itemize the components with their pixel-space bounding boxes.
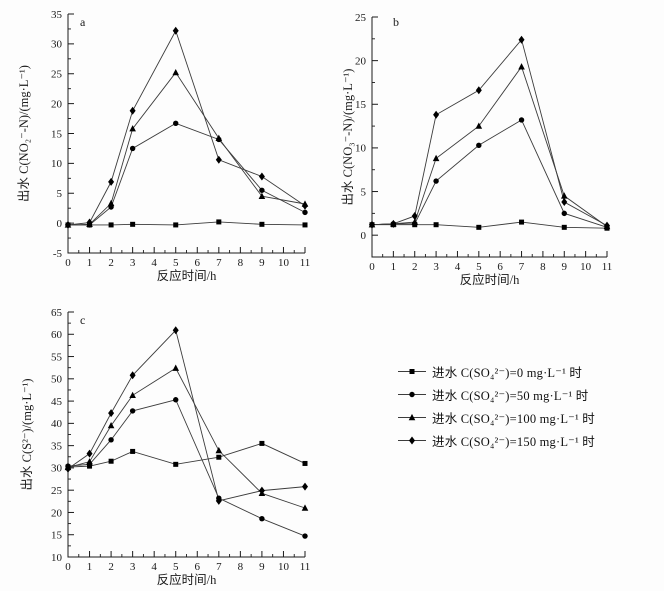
legend-item-100mg: 进水 C(SO₄²⁻)=100 mg·L⁻¹ 时 bbox=[398, 406, 595, 429]
svg-text:40: 40 bbox=[51, 418, 63, 430]
svg-text:8: 8 bbox=[238, 257, 244, 269]
svg-text:4: 4 bbox=[151, 561, 157, 573]
svg-text:反应时间/h: 反应时间/h bbox=[157, 268, 217, 283]
svg-text:0: 0 bbox=[57, 218, 63, 230]
svg-text:55: 55 bbox=[51, 351, 63, 363]
svg-text:45: 45 bbox=[51, 396, 63, 408]
svg-text:10: 10 bbox=[580, 261, 592, 273]
svg-text:10: 10 bbox=[278, 257, 290, 269]
svg-text:9: 9 bbox=[259, 561, 265, 573]
svg-text:4: 4 bbox=[455, 261, 461, 273]
svg-text:出水 C(S²⁻)/(mg·L⁻¹): 出水 C(S²⁻)/(mg·L⁻¹) bbox=[20, 379, 34, 491]
svg-text:30: 30 bbox=[51, 463, 63, 475]
svg-text:20: 20 bbox=[355, 55, 367, 67]
svg-text:15: 15 bbox=[51, 530, 63, 542]
svg-text:c: c bbox=[80, 313, 85, 327]
svg-text:50: 50 bbox=[51, 374, 63, 386]
svg-text:8: 8 bbox=[238, 561, 244, 573]
svg-text:5: 5 bbox=[476, 261, 482, 273]
svg-text:10: 10 bbox=[355, 143, 367, 155]
svg-text:11: 11 bbox=[602, 261, 613, 273]
svg-text:5: 5 bbox=[173, 257, 179, 269]
svg-text:2: 2 bbox=[412, 261, 418, 273]
legend-item-50mg: 进水 C(SO₄²⁻)=50 mg·L⁻¹ 时 bbox=[398, 383, 595, 406]
svg-text:1: 1 bbox=[87, 561, 93, 573]
svg-text:3: 3 bbox=[130, 257, 136, 269]
svg-text:0: 0 bbox=[65, 257, 71, 269]
svg-text:35: 35 bbox=[51, 440, 63, 452]
svg-text:35: 35 bbox=[51, 9, 63, 21]
svg-text:65: 65 bbox=[51, 307, 63, 319]
svg-text:2: 2 bbox=[108, 561, 114, 573]
chart-panel-c: 0 1 2 3 4 5 6 7 8 9 10 11101520253035404550556065反应… bbox=[20, 307, 311, 587]
circle-marker-icon bbox=[398, 391, 426, 398]
svg-text:5: 5 bbox=[57, 188, 63, 200]
legend: 进水 C(SO₄²⁻)=0 mg·L⁻¹ 时 进水 C(SO₄²⁻)=50 mg… bbox=[398, 360, 595, 452]
svg-text:11: 11 bbox=[300, 561, 311, 573]
svg-text:10: 10 bbox=[51, 552, 63, 564]
svg-text:0: 0 bbox=[369, 261, 375, 273]
svg-text:9: 9 bbox=[259, 257, 265, 269]
svg-text:60: 60 bbox=[51, 329, 63, 341]
legend-item-label: 进水 C(SO₄²⁻)=0 mg·L⁻¹ 时 bbox=[432, 366, 583, 380]
svg-text:8: 8 bbox=[540, 261, 546, 273]
svg-text:6: 6 bbox=[195, 561, 201, 573]
legend-item-150mg: 进水 C(SO₄²⁻)=150 mg·L⁻¹ 时 bbox=[398, 429, 595, 452]
legend-item-0mg: 进水 C(SO₄²⁻)=0 mg·L⁻¹ 时 bbox=[398, 360, 595, 383]
svg-text:7: 7 bbox=[519, 261, 525, 273]
svg-text:6: 6 bbox=[195, 257, 201, 269]
svg-text:3: 3 bbox=[130, 561, 136, 573]
diamond-marker-icon bbox=[398, 436, 426, 445]
svg-text:25: 25 bbox=[355, 12, 367, 24]
triangle-marker-icon bbox=[398, 413, 426, 421]
svg-text:9: 9 bbox=[562, 261, 568, 273]
square-marker-icon bbox=[398, 369, 426, 374]
svg-text:出水 C(NO₃⁻-N)/(mg·L⁻¹): 出水 C(NO₃⁻-N)/(mg·L⁻¹) bbox=[341, 69, 355, 206]
svg-text:10: 10 bbox=[51, 158, 63, 170]
svg-text:6: 6 bbox=[497, 261, 503, 273]
svg-text:5: 5 bbox=[361, 186, 367, 198]
svg-text:出水 C(NO₂⁻-N)/(mg·L⁻¹): 出水 C(NO₂⁻-N)/(mg·L⁻¹) bbox=[17, 65, 31, 202]
chart-panel-b: 0 1 2 3 4 5 6 7 8 9 10 11 0 5 10 15 20 25 反应时间/h 出水 C(NO₃⁻-… bbox=[341, 12, 613, 287]
legend-item-label: 进水 C(SO₄²⁻)=50 mg·L⁻¹ 时 bbox=[432, 389, 589, 403]
svg-text:15: 15 bbox=[51, 128, 63, 140]
svg-text:20: 20 bbox=[51, 507, 63, 519]
legend-item-label: 进水 C(SO₄²⁻)=150 mg·L⁻¹ 时 bbox=[432, 435, 595, 449]
svg-text:30: 30 bbox=[51, 39, 63, 51]
legend-item-label: 进水 C(SO₄²⁻)=100 mg·L⁻¹ 时 bbox=[432, 412, 595, 426]
svg-text:25: 25 bbox=[51, 69, 63, 81]
svg-text:0: 0 bbox=[361, 230, 367, 242]
svg-text:11: 11 bbox=[300, 257, 311, 269]
svg-text:20: 20 bbox=[51, 98, 63, 110]
svg-text:5: 5 bbox=[173, 561, 179, 573]
svg-text:25: 25 bbox=[51, 485, 63, 497]
svg-text:2: 2 bbox=[108, 257, 114, 269]
svg-text:反应时间/h: 反应时间/h bbox=[460, 272, 520, 287]
svg-text:7: 7 bbox=[216, 257, 222, 269]
svg-text:4: 4 bbox=[151, 257, 157, 269]
svg-text:15: 15 bbox=[355, 99, 367, 111]
svg-text:10: 10 bbox=[278, 561, 290, 573]
svg-text:反应时间/h: 反应时间/h bbox=[157, 572, 217, 587]
svg-text:0: 0 bbox=[65, 561, 71, 573]
svg-text:-5: -5 bbox=[53, 248, 63, 260]
svg-text:a: a bbox=[80, 15, 86, 29]
svg-text:b: b bbox=[393, 15, 399, 29]
svg-text:3: 3 bbox=[433, 261, 439, 273]
svg-text:1: 1 bbox=[391, 261, 397, 273]
svg-text:1: 1 bbox=[87, 257, 93, 269]
svg-text:7: 7 bbox=[216, 561, 222, 573]
